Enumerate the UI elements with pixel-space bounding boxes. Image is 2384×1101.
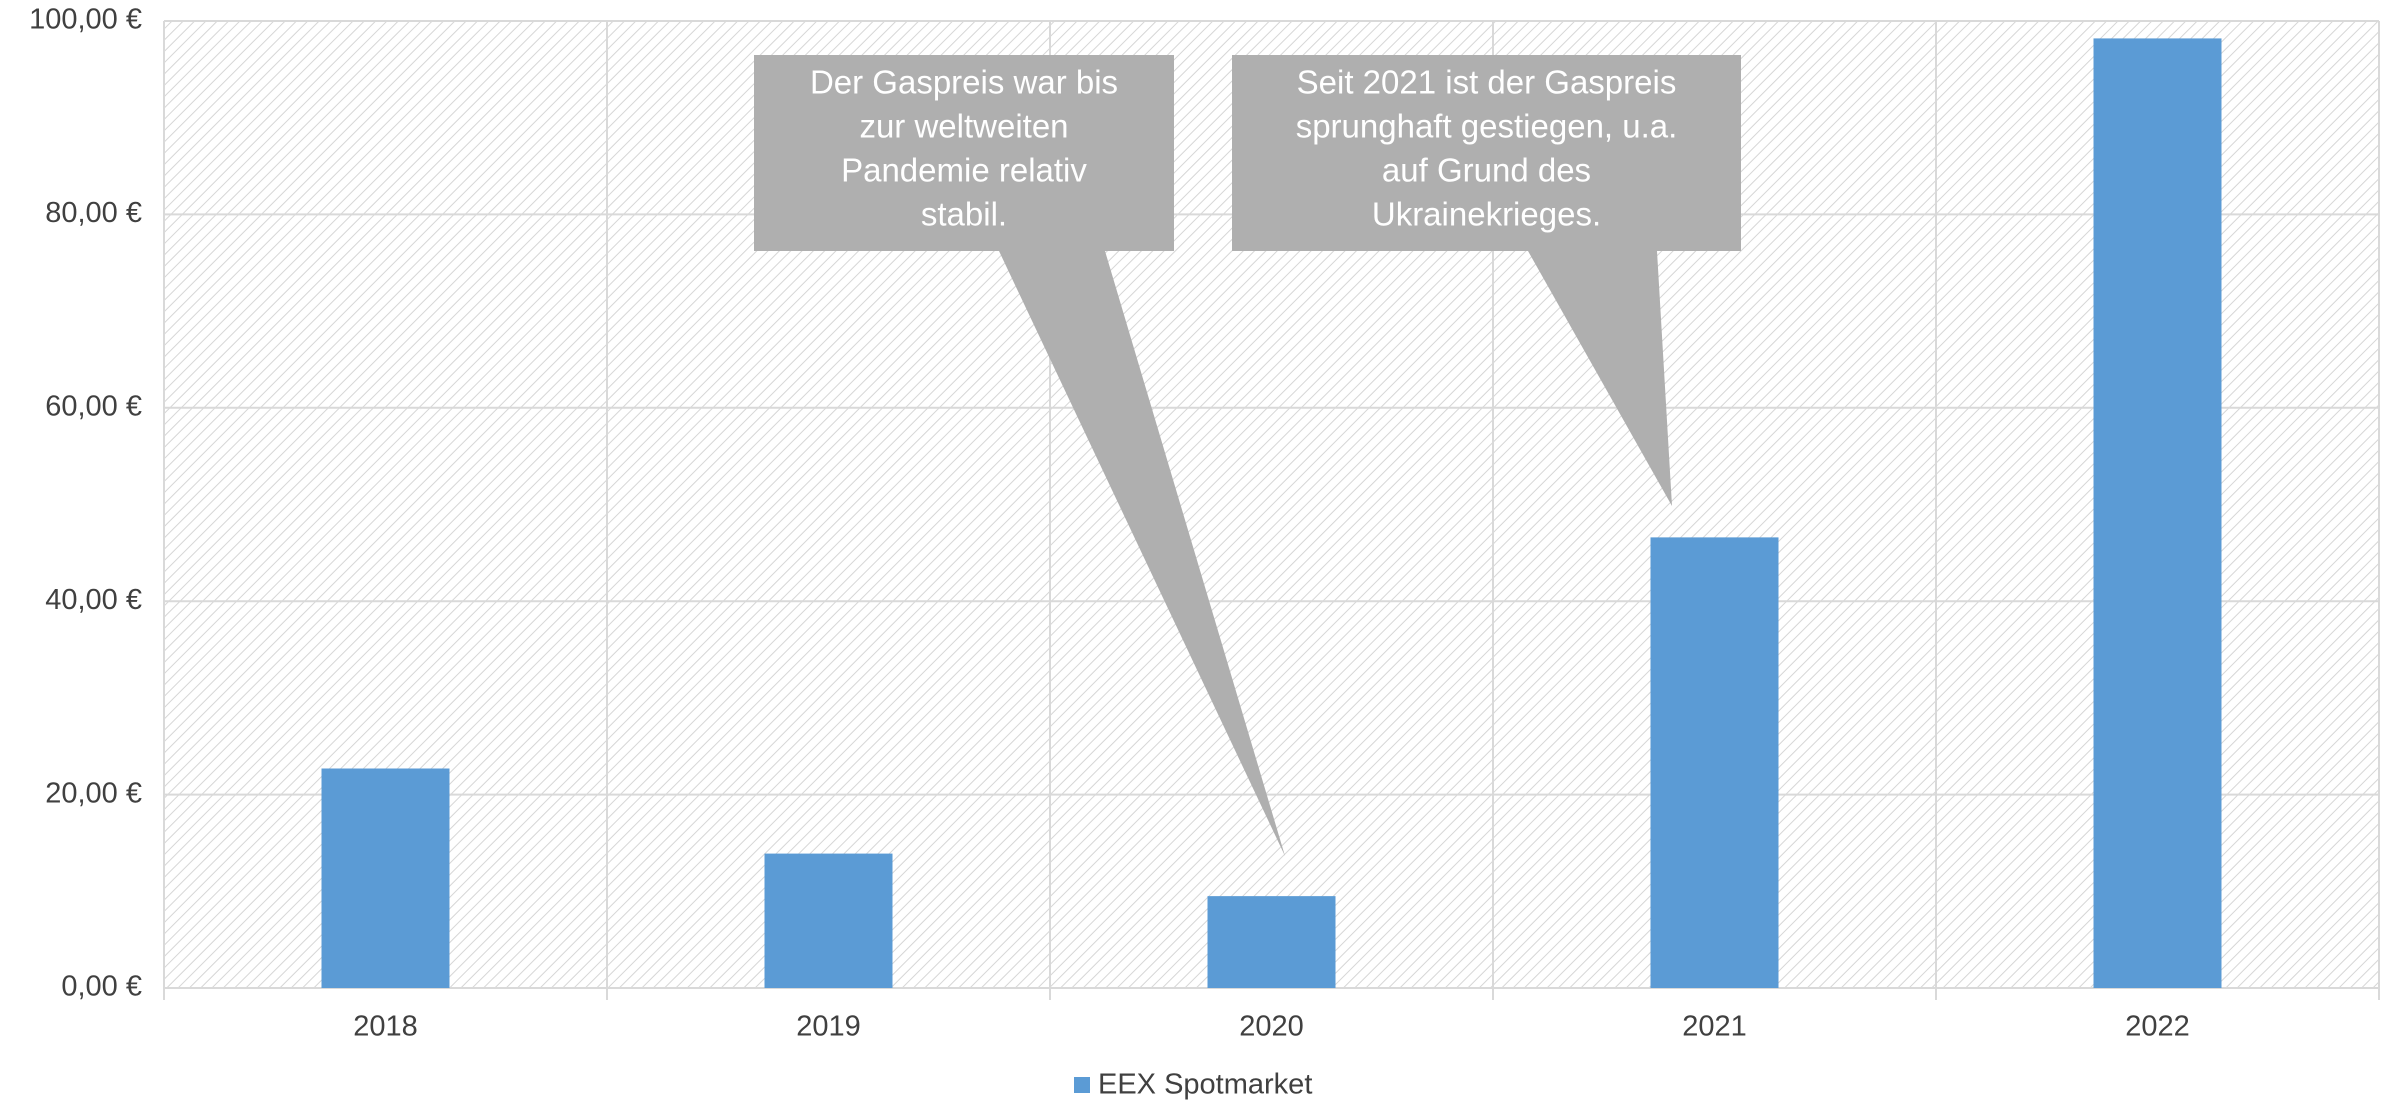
x-tick-label: 2021 <box>1682 1011 1747 1043</box>
legend-swatch <box>1074 1077 1090 1093</box>
x-tick-label: 2019 <box>796 1011 861 1043</box>
annotation-text: sprunghaft gestiegen, u.a. <box>1296 108 1678 145</box>
x-tick-label: 2022 <box>2125 1011 2190 1043</box>
x-tick-label: 2020 <box>1239 1011 1304 1043</box>
y-tick-label: 100,00 € <box>29 4 142 36</box>
y-tick-label: 80,00 € <box>45 197 142 229</box>
bar <box>321 768 450 988</box>
y-tick-label: 0,00 € <box>61 971 142 1003</box>
annotation-text: Pandemie relativ <box>841 152 1087 189</box>
annotation-text: Der Gaspreis war bis <box>810 64 1118 101</box>
y-tick-label: 20,00 € <box>45 777 142 809</box>
legend-label: EEX Spotmarket <box>1098 1069 1312 1101</box>
annotation-text: zur weltweiten <box>859 108 1068 145</box>
annotation-text: Seit 2021 ist der Gaspreis <box>1297 64 1677 101</box>
annotation-text: Ukrainekrieges. <box>1372 196 1601 233</box>
bar <box>2093 38 2222 988</box>
callout <box>754 55 1285 856</box>
x-tick-label: 2018 <box>353 1011 418 1043</box>
callout <box>1232 55 1741 506</box>
bar <box>764 853 893 988</box>
annotation-text: stabil. <box>921 196 1007 233</box>
annotation-text: auf Grund des <box>1382 152 1591 189</box>
bar <box>1650 537 1779 988</box>
y-tick-label: 40,00 € <box>45 584 142 616</box>
y-tick-label: 60,00 € <box>45 390 142 422</box>
bar <box>1207 896 1336 988</box>
